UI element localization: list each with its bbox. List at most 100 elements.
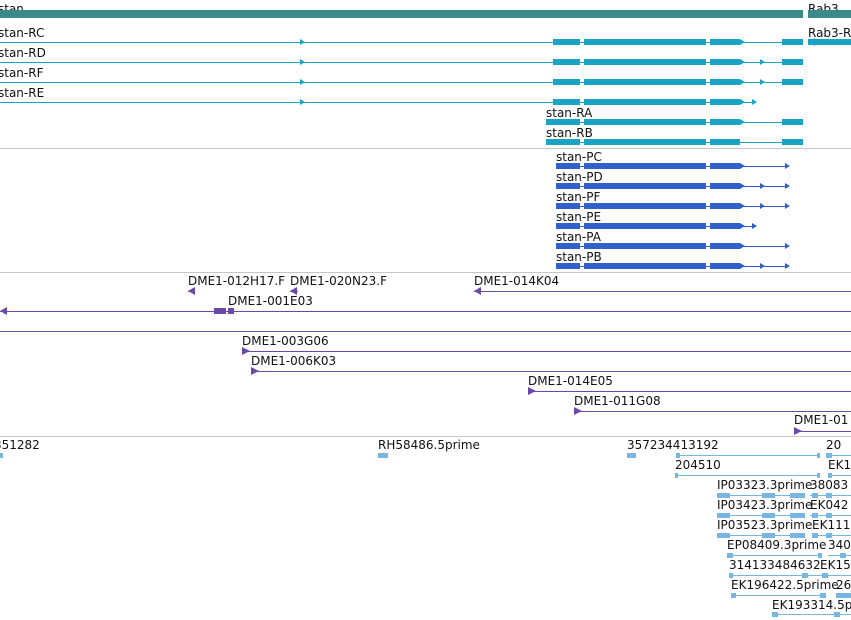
exon-block xyxy=(808,39,851,45)
feature-label: stan-PD xyxy=(556,170,603,184)
exon-block xyxy=(710,139,740,145)
feature-line xyxy=(676,455,820,456)
strand-arrow-icon xyxy=(740,223,745,229)
exon-block xyxy=(834,612,840,617)
exon-block xyxy=(556,163,580,169)
exon-block xyxy=(710,59,740,65)
feature-label: stan-RC xyxy=(0,26,45,40)
exon-block xyxy=(782,39,803,45)
exon-block xyxy=(710,223,740,229)
strand-arrow-icon xyxy=(740,183,745,189)
strand-arrow-icon xyxy=(740,203,745,209)
exon-block xyxy=(556,183,580,189)
exon-block xyxy=(717,493,730,498)
feature-label: IP03323.3prime xyxy=(717,478,813,492)
feature-line xyxy=(729,575,820,576)
exon-block xyxy=(822,573,828,578)
feature-label: DME1-014K04 xyxy=(474,274,560,288)
exon-block xyxy=(808,10,851,18)
strand-arrow-icon xyxy=(785,243,790,249)
exon-block xyxy=(812,493,818,498)
exon-block xyxy=(840,553,846,558)
exon-block xyxy=(584,39,706,45)
left-arrow-icon xyxy=(290,287,297,295)
strand-arrow-icon xyxy=(300,59,305,65)
exon-block xyxy=(378,453,388,458)
strand-arrow-icon xyxy=(760,59,765,65)
strand-arrow-icon xyxy=(300,79,305,85)
feature-label: stan-PC xyxy=(556,150,602,164)
exon-block xyxy=(790,493,805,498)
feature-line xyxy=(251,371,851,372)
left-arrow-icon xyxy=(474,287,481,295)
exon-block xyxy=(782,79,803,85)
exon-block xyxy=(0,453,3,458)
exon-block xyxy=(820,593,826,598)
exon-block xyxy=(762,533,775,538)
exon-block xyxy=(584,243,706,249)
exon-block xyxy=(0,10,803,18)
feature-line xyxy=(828,555,851,556)
feature-line xyxy=(717,515,805,516)
exon-block xyxy=(782,119,803,125)
feature-label: stan-RD xyxy=(0,46,46,60)
exon-block xyxy=(676,453,680,458)
exon-block xyxy=(710,99,740,105)
track-divider xyxy=(0,272,851,273)
exon-block xyxy=(772,612,778,617)
feature-label: DME1-001E03 xyxy=(228,294,313,308)
feature-label: IP03423.3prime xyxy=(717,498,813,512)
strand-arrow-icon xyxy=(785,183,790,189)
left-arrow-icon xyxy=(808,38,815,46)
right-arrow-icon xyxy=(528,387,536,395)
exon-block xyxy=(717,533,730,538)
feature-line xyxy=(0,62,803,63)
